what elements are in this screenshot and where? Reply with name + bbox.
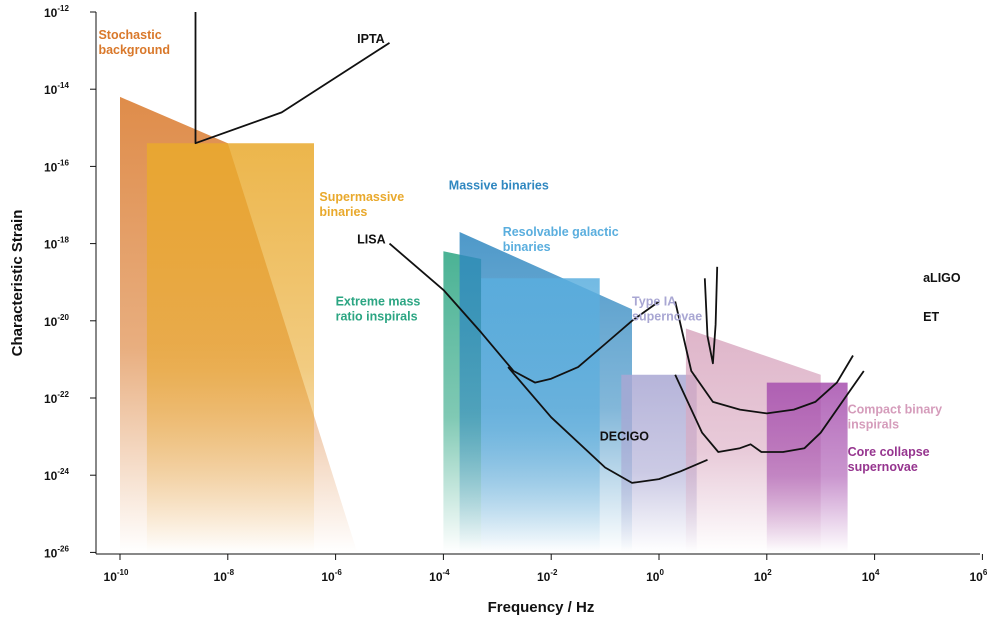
aligo-curve	[703, 266, 719, 365]
x-tick-label: 104	[862, 568, 880, 584]
stochastic-background-label: Stochastic background	[98, 28, 170, 57]
x-tick-label: 106	[969, 568, 987, 584]
type-ia-supernovae-region	[621, 374, 697, 553]
source-regions	[120, 96, 848, 553]
y-tick-label: 10-12	[44, 4, 69, 20]
decigo-curve	[507, 366, 708, 484]
x-tick-label: 100	[646, 568, 664, 584]
x-ticks: 10-10 10-8 10-6 10-4 10-2 100 102 104 106	[104, 554, 987, 584]
aligo-curve	[674, 301, 854, 415]
y-tick-label: 10-24	[44, 467, 69, 483]
aligo-label: aLIGO	[923, 271, 961, 285]
et-curve	[674, 370, 865, 453]
axes	[95, 12, 980, 555]
type-ia-supernovae-label: Type IA supernovae	[632, 294, 702, 323]
y-tick-label: 10-16	[44, 158, 69, 174]
compact-binary-inspirals-label: Compact binary inspirals	[848, 402, 943, 431]
massive-binaries-label: Massive binaries	[449, 179, 549, 193]
supermassive-binaries-label: Supermassive binaries	[319, 190, 404, 219]
core-collapse-supernovae-region	[766, 382, 848, 553]
resolvable-galactic-binaries-region	[481, 278, 600, 553]
x-tick-label: 10-4	[429, 568, 450, 584]
y-tick-label: 10-14	[44, 81, 69, 97]
y-tick-label: 10-18	[44, 236, 69, 252]
x-tick-label: 102	[754, 568, 772, 584]
region-labels: Stochastic background IPTA Supermassive bina…	[98, 28, 960, 474]
x-axis-title: Frequency / Hz	[488, 599, 595, 616]
core-collapse-supernovae-label: Core collapse supernovae	[848, 445, 930, 474]
y-tick-label: 10-20	[44, 313, 69, 329]
x-tick-label: 10-10	[104, 568, 129, 584]
ipta-label: IPTA	[357, 32, 385, 46]
supermassive-binaries-region	[146, 143, 314, 553]
y-tick-label: 10-26	[44, 544, 69, 560]
resolvable-galactic-binaries-label: Resolvable galactic binaries	[503, 225, 619, 254]
lisa-label: LISA	[357, 233, 385, 247]
x-tick-label: 10-8	[214, 568, 235, 584]
ipta-curve	[194, 12, 390, 145]
y-ticks: 10-12 10-14 10-16 10-18 10-20 10-22 10-24 10-26	[44, 4, 96, 560]
detector-curves	[194, 12, 865, 484]
decigo-label: DECIGO	[600, 429, 650, 443]
x-tick-label: 10-6	[321, 568, 342, 584]
et-label: ET	[923, 310, 939, 324]
y-tick-label: 10-22	[44, 390, 69, 406]
y-axis-title: Characteristic Strain	[9, 210, 26, 357]
lisa-curve	[388, 242, 660, 384]
x-tick-label: 10-2	[537, 568, 558, 584]
extreme-mass-ratio-inspirals-label: Extreme mass ratio inspirals	[336, 294, 421, 323]
